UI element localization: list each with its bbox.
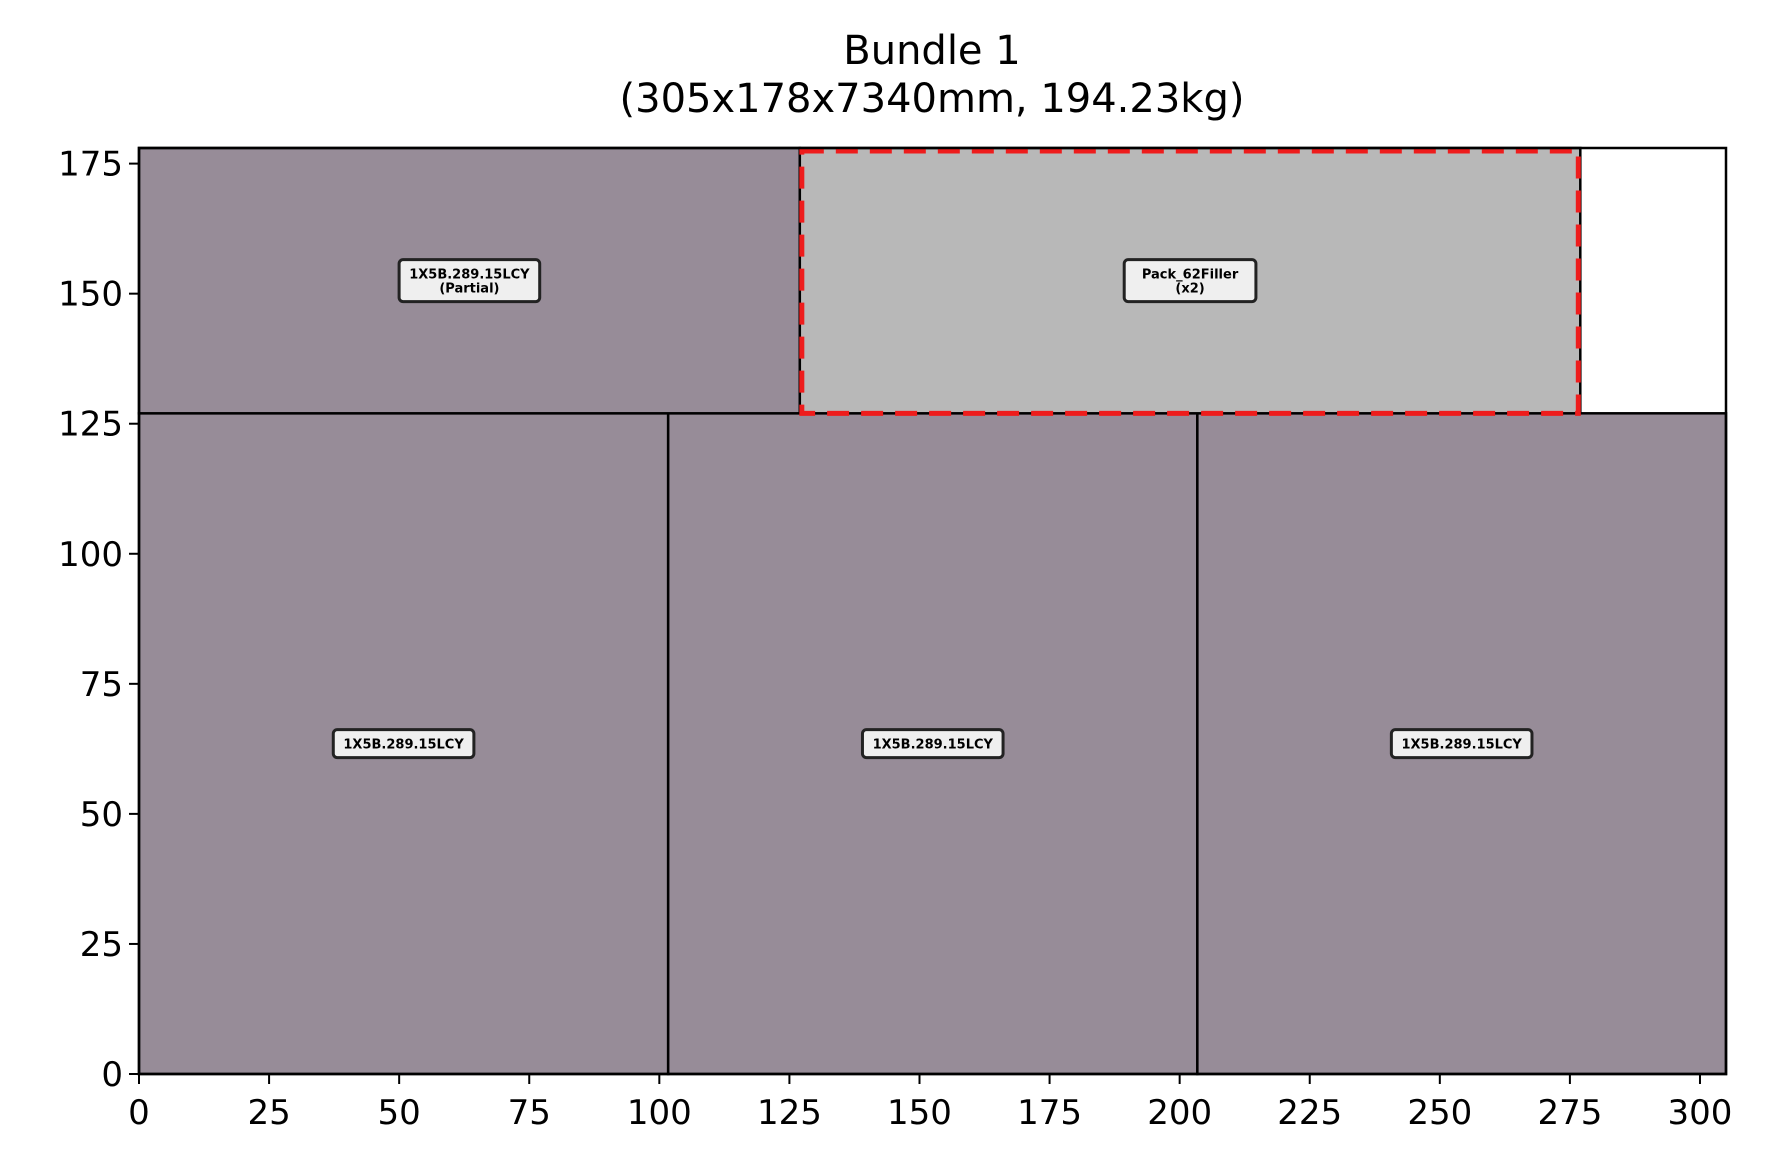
filler-outline-4	[799, 148, 1581, 416]
x-tick-label-0: 0	[128, 1093, 150, 1133]
x-tick-label-1: 25	[247, 1093, 290, 1133]
y-tick-label-1: 25	[80, 925, 123, 965]
y-tick-label-5: 125	[58, 405, 123, 445]
chart-title: Bundle 1	[843, 28, 1020, 74]
x-tick-label-8: 200	[1147, 1093, 1212, 1133]
x-tick-label-2: 50	[378, 1093, 421, 1133]
y-tick-label-2: 50	[80, 795, 123, 835]
box-label-2: 1X5B.289.15LCY	[1389, 728, 1534, 760]
y-tick-label-4: 100	[58, 535, 123, 575]
box-label-line-1-0: 1X5B.289.15LCY	[873, 738, 994, 753]
box-label-text-0: 1X5B.289.15LCY	[343, 738, 464, 753]
x-tick-label-7: 175	[1017, 1093, 1082, 1133]
box-label-line-4-0: Pack_62Filler	[1142, 268, 1239, 283]
box-label-1: 1X5B.289.15LCY	[860, 728, 1005, 760]
box-label-line-3-0: 1X5B.289.15LCY	[409, 268, 530, 283]
x-tick-label-10: 250	[1407, 1093, 1472, 1133]
y-tick-label-6: 150	[58, 275, 123, 315]
box-label-line-2-0: 1X5B.289.15LCY	[1401, 738, 1522, 753]
y-tick-label-0: 0	[101, 1055, 123, 1095]
x-tick-label-12: 300	[1668, 1093, 1733, 1133]
y-tick-label-7: 175	[58, 145, 123, 185]
box-label-text-4: Pack_62Filler (x2)	[1142, 268, 1239, 297]
chart-subtitle: (305x178x7340mm, 194.23kg)	[620, 76, 1245, 122]
box-label-text-2: 1X5B.289.15LCY	[1401, 738, 1522, 753]
x-tick-label-9: 225	[1277, 1093, 1342, 1133]
box-label-text-3: 1X5B.289.15LCY (Partial)	[409, 268, 530, 297]
box-label-text-1: 1X5B.289.15LCY	[873, 738, 994, 753]
box-label-bg-1	[860, 728, 1005, 760]
box-label-line-0-0: 1X5B.289.15LCY	[343, 738, 464, 753]
plot-area: 1X5B.289.15LCY 1X5B.289.15LCY 1X5B.289.15L…	[58, 145, 1732, 1133]
box-label-bg-2	[1389, 728, 1534, 760]
box-label-bg-0	[331, 728, 476, 760]
box-label-line-4-1: (x2)	[1175, 282, 1204, 297]
x-tick-label-5: 125	[757, 1093, 822, 1133]
x-tick-label-3: 75	[508, 1093, 551, 1133]
box-label-bg-3	[397, 258, 542, 304]
axes-frame	[137, 146, 1728, 1076]
x-tick-label-4: 100	[627, 1093, 692, 1133]
box-label-0: 1X5B.289.15LCY	[331, 728, 476, 760]
x-tick-label-6: 150	[887, 1093, 952, 1133]
box-label-bg-4	[1122, 258, 1258, 304]
box-label-4: Pack_62Filler (x2)	[1122, 258, 1258, 304]
box-label-line-3-1: (Partial)	[439, 282, 499, 297]
y-tick-label-3: 75	[80, 665, 123, 705]
box-label-3: 1X5B.289.15LCY (Partial)	[397, 258, 542, 304]
x-tick-label-11: 275	[1537, 1093, 1602, 1133]
